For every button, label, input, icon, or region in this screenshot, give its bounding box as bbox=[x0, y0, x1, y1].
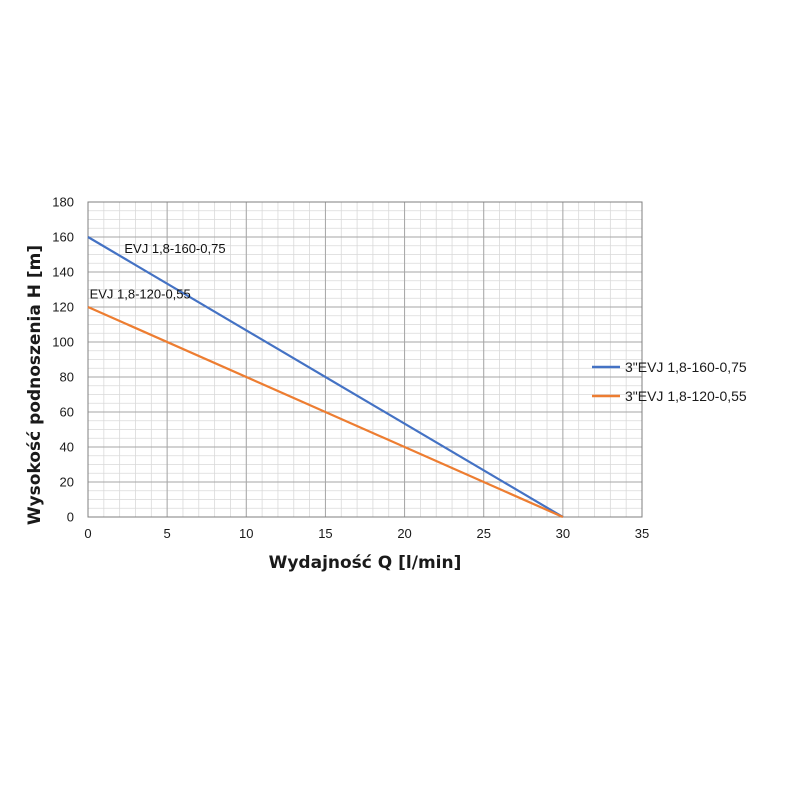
series-line bbox=[87, 305, 564, 519]
series-lines bbox=[87, 236, 564, 519]
series-line bbox=[87, 236, 564, 518]
x-tick-label: 20 bbox=[397, 526, 411, 541]
y-tick-label: 0 bbox=[67, 510, 74, 525]
plot-frame bbox=[87, 201, 643, 518]
x-tick-label: 0 bbox=[84, 526, 91, 541]
y-tick-label: 40 bbox=[60, 440, 74, 455]
x-axis-title: Wydajność Q [l/min] bbox=[269, 553, 462, 573]
y-tick-label: 100 bbox=[52, 335, 74, 350]
legend-label: 3"EVJ 1,8-160-0,75 bbox=[625, 359, 747, 375]
curve-annotation: EVJ 1,8-160-0,75 bbox=[124, 241, 225, 256]
legend-label: 3"EVJ 1,8-120-0,55 bbox=[625, 388, 747, 404]
major-gridlines bbox=[87, 201, 643, 518]
x-tick-label: 25 bbox=[476, 526, 490, 541]
x-tick-label: 10 bbox=[239, 526, 253, 541]
tick-labels: 0 5 10 15 20 25 30 35 0 20 40 60 80 100 120 140 160 180 bbox=[52, 195, 649, 542]
x-tick-label: 15 bbox=[318, 526, 332, 541]
y-tick-label: 140 bbox=[52, 265, 74, 280]
y-axis-title: Wysokość podnoszenia H [m] bbox=[25, 245, 45, 525]
y-tick-label: 120 bbox=[52, 300, 74, 315]
legend: 3"EVJ 1,8-160-0,75 3"EVJ 1,8-120-0,55 bbox=[592, 359, 747, 404]
y-tick-label: 20 bbox=[60, 475, 74, 490]
y-tick-label: 160 bbox=[52, 230, 74, 245]
curve-annotations: EVJ 1,8-160-0,75 EVJ 1,8-120-0,55 bbox=[90, 241, 226, 302]
x-tick-label: 35 bbox=[635, 526, 649, 541]
x-tick-label: 5 bbox=[164, 526, 171, 541]
x-tick-label: 30 bbox=[556, 526, 570, 541]
y-tick-label: 180 bbox=[52, 195, 74, 210]
curve-annotation: EVJ 1,8-120-0,55 bbox=[90, 286, 191, 301]
y-tick-label: 60 bbox=[60, 405, 74, 420]
y-tick-label: 80 bbox=[60, 370, 74, 385]
axes bbox=[87, 201, 643, 518]
